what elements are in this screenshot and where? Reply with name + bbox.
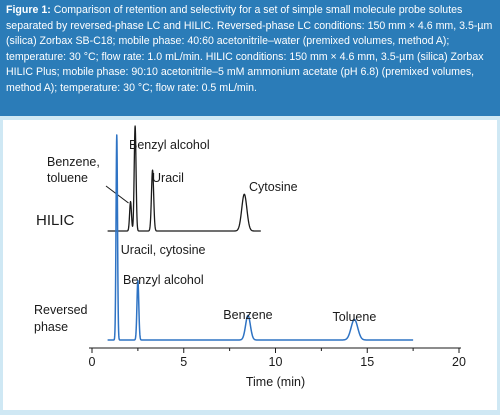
x-tick-label-15: 15	[360, 355, 374, 369]
hilic-trace-line	[107, 125, 262, 232]
chromatogram-chart: HILIC Benzene, toluene Benzyl alcohol Uracil…	[34, 125, 466, 389]
figure-caption: Figure 1: Comparison of retention and se…	[0, 0, 500, 116]
rp-label-toluene: Toluene	[333, 310, 377, 324]
hilic-label-cytosine: Cytosine	[249, 180, 298, 194]
rp-trace-line	[107, 134, 414, 341]
x-tick-label-5: 5	[180, 355, 187, 369]
x-tick-label-10: 10	[269, 355, 283, 369]
x-axis-label: Time (min)	[246, 375, 305, 389]
hilic-label-benzene-toluene-line1: Benzene,	[47, 155, 100, 169]
hilic-label-uracil: Uracil	[152, 171, 184, 185]
caption-text: Comparison of retention and selectivity …	[6, 4, 493, 94]
hilic-label-benzene-toluene-line2: toluene	[47, 171, 88, 185]
chromatogram-plot-area: HILIC Benzene, toluene Benzyl alcohol Uracil…	[3, 120, 497, 410]
x-tick-label-20: 20	[452, 355, 466, 369]
hilic-trace-label: HILIC	[36, 212, 75, 229]
rp-label-benzene: Benzene	[223, 308, 272, 322]
rp-label-uracil-cytosine: Uracil, cytosine	[121, 243, 206, 257]
hilic-label-benzyl-alcohol: Benzyl alcohol	[129, 138, 210, 152]
x-tick-label-0: 0	[89, 355, 96, 369]
rp-trace-label-line2: phase	[34, 320, 68, 334]
caption-label: Figure 1:	[6, 4, 51, 16]
rp-trace-label-line1: Reversed	[34, 303, 88, 317]
rp-label-benzyl-alcohol: Benzyl alcohol	[123, 273, 204, 287]
